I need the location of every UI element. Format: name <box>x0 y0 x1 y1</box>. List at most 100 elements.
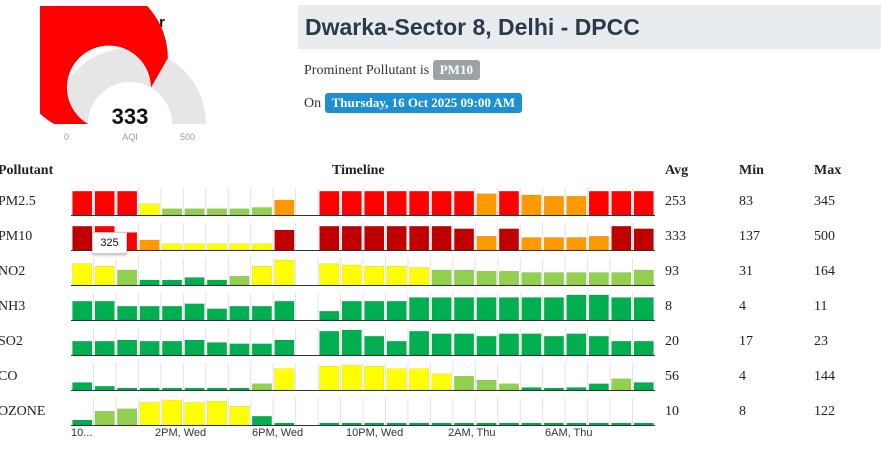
timeline-bar <box>207 208 227 216</box>
timeline-bar <box>386 191 407 216</box>
min-value: 4 <box>739 299 746 314</box>
timeline-bar <box>588 294 609 321</box>
timeline-bar <box>139 203 160 216</box>
avg-value: 253 <box>665 194 686 209</box>
timeline-bar <box>72 341 93 356</box>
timeline-bar <box>409 297 430 321</box>
timeline-bar <box>364 191 385 216</box>
timeline-bar <box>117 191 138 216</box>
station-title: Dwarka-Sector 8, Delhi - DPCC <box>298 5 881 49</box>
timeline-bar <box>341 329 362 356</box>
timeline-bar <box>207 308 227 321</box>
timeline-bar <box>72 419 93 426</box>
timeline-bar <box>588 422 609 426</box>
timeline-bar <box>409 267 430 286</box>
timeline-bar <box>588 191 609 216</box>
timeline-bar <box>633 228 654 251</box>
pollutant-name: SO2 <box>0 334 23 349</box>
timeline-bar <box>319 366 340 391</box>
timeline-bar <box>274 422 295 426</box>
timeline-bar <box>431 269 452 286</box>
timeline-bar <box>207 243 227 251</box>
timeline-bar <box>521 387 542 391</box>
timeline-bar <box>162 279 183 286</box>
timeline-bar <box>543 336 564 356</box>
timeline-bar <box>139 387 160 391</box>
timeline-bar <box>229 306 250 321</box>
timeline-bar <box>72 226 93 251</box>
timeline-bar <box>251 306 272 321</box>
timeline-bar <box>184 303 205 321</box>
timeline-bar <box>364 336 385 356</box>
timeline-bar <box>251 416 272 426</box>
pollutant-name: NH3 <box>0 299 26 314</box>
timeline-bar <box>611 422 632 426</box>
timeline-bar <box>386 301 407 321</box>
timeline-bar <box>588 383 609 391</box>
avg-value: 333 <box>665 229 686 244</box>
timeline-bar <box>139 402 160 426</box>
timeline-bar <box>341 226 362 251</box>
timeline-bar <box>364 301 385 321</box>
x-tick-label: 2AM, Thu <box>448 427 496 439</box>
timeline-bar <box>274 229 295 251</box>
timestamp-badge: Thursday, 16 Oct 2025 09:00 AM <box>324 93 523 113</box>
timeline-bar <box>184 339 205 356</box>
gauge-fill <box>40 6 168 124</box>
timeline-bar <box>139 279 160 286</box>
timeline-bar <box>229 243 250 251</box>
timeline-bar <box>274 301 295 321</box>
timeline-bar <box>139 306 160 321</box>
timeline-bar <box>454 422 475 426</box>
timeline-bar <box>521 272 542 286</box>
gauge-arc-svg <box>40 6 206 124</box>
timeline-bar <box>611 341 632 356</box>
timeline-bar <box>543 237 564 251</box>
timeline-bar <box>611 226 632 251</box>
pollutant-name: CO <box>0 369 18 384</box>
timeline-bar <box>162 208 183 216</box>
pollutant-name: NO2 <box>0 264 26 279</box>
timeline-bar <box>162 399 183 426</box>
timeline-bar <box>72 382 93 391</box>
timeline-bar <box>431 226 452 251</box>
timeline-bar <box>543 272 564 286</box>
timeline-bar <box>251 207 272 216</box>
min-value: 4 <box>739 369 746 384</box>
timeline-bar <box>139 239 160 251</box>
min-value: 8 <box>739 404 746 419</box>
header-max: Max <box>814 163 842 178</box>
timeline-bar <box>117 387 138 391</box>
timeline-bar <box>94 386 115 391</box>
timeline-bar <box>94 301 115 321</box>
prominent-pollutant-badge: PM10 <box>432 60 480 80</box>
gauge-track <box>54 48 206 124</box>
timeline-bar <box>499 271 519 286</box>
timeline-bar <box>454 269 475 286</box>
timeline-bar <box>566 237 587 251</box>
timeline-bar <box>162 341 183 356</box>
timeline-bar <box>633 341 654 356</box>
timeline-bar <box>341 364 362 391</box>
timeline-bar <box>184 208 205 216</box>
max-value: 11 <box>814 299 828 314</box>
timeline-bar <box>431 297 452 321</box>
min-value: 83 <box>739 194 753 209</box>
timeline-bar <box>117 306 138 321</box>
avg-value: 10 <box>665 404 679 419</box>
timeline-bar <box>117 408 138 426</box>
timeline-bar <box>207 387 227 391</box>
timeline-bar <box>454 297 475 321</box>
timeline-bar <box>499 228 519 251</box>
min-value: 31 <box>739 264 753 279</box>
timeline-bar <box>386 422 407 426</box>
timeline-bar <box>611 378 632 391</box>
timeline-bar <box>162 387 183 391</box>
timeline-bar <box>521 297 542 321</box>
x-tick-label: 10PM, Wed <box>346 427 404 439</box>
timeline-bar <box>566 272 587 286</box>
timeline-bar <box>251 266 272 286</box>
timeline-bar <box>364 422 385 426</box>
timeline-bar <box>499 297 519 321</box>
